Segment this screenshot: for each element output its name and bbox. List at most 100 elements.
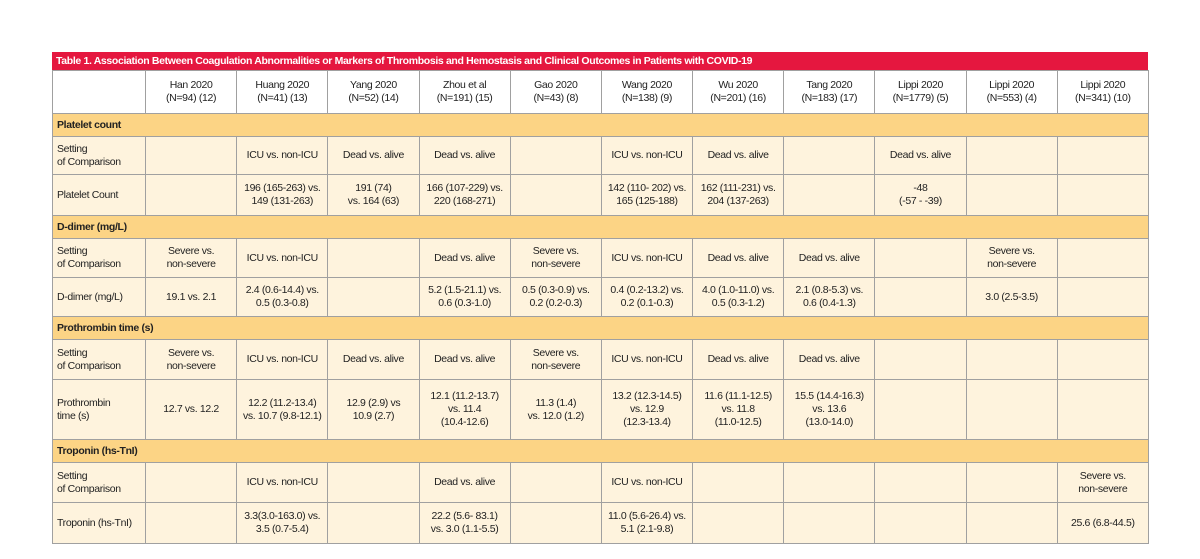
data-cell (965, 462, 1058, 503)
data-cell: 162 (111-231) vs. 204 (137-263) (692, 174, 785, 216)
data-cell: Dead vs. alive (874, 136, 967, 175)
data-cell (509, 462, 602, 503)
row-label: Platelet Count (52, 174, 146, 216)
data-cell (1056, 174, 1149, 216)
data-cell: 25.6 (6.8-44.5) (1056, 502, 1149, 544)
data-cell: ICU vs. non-ICU (600, 136, 694, 175)
data-cell: Severe vs. non-severe (1056, 462, 1149, 503)
data-row: Setting of Comparison Severe vs. non-seve… (52, 339, 1149, 380)
data-cell: 19.1 vs. 2.1 (144, 277, 238, 317)
data-row: D-dimer (mg/L) 19.1 vs. 2.1 2.4 (0.6-14.4)… (52, 277, 1149, 317)
data-cell: Dead vs. alive (692, 339, 785, 380)
data-cell: Dead vs. alive (418, 339, 511, 380)
data-row: Prothrombin time (s) 12.7 vs. 12.2 12.2 (1… (52, 379, 1149, 440)
row-label: Setting of Comparison (52, 238, 146, 278)
data-cell (965, 339, 1058, 380)
data-cell: 142 (110- 202) vs. 165 (125-188) (600, 174, 694, 216)
data-row: Troponin (hs-TnI) 3.3(3.0-163.0) vs. 3.5 … (52, 502, 1149, 544)
data-cell: 196 (165-263) vs. 149 (131-263) (236, 174, 329, 216)
data-cell: ICU vs. non-ICU (600, 462, 694, 503)
data-cell: Dead vs. alive (692, 238, 785, 278)
data-cell: ICU vs. non-ICU (236, 462, 329, 503)
data-cell: Dead vs. alive (418, 462, 511, 503)
data-cell (965, 136, 1058, 175)
column-header: Wang 2020 (N=138) (9) (600, 70, 694, 114)
data-cell (509, 136, 602, 175)
data-cell (1056, 339, 1149, 380)
data-cell: 166 (107-229) vs. 220 (168-271) (418, 174, 511, 216)
data-row: Setting of Comparison Severe vs. non-seve… (52, 238, 1149, 278)
data-cell (327, 277, 420, 317)
data-cell: Severe vs. non-severe (965, 238, 1058, 278)
data-cell: Dead vs. alive (692, 136, 785, 175)
data-cell: 11.3 (1.4) vs. 12.0 (1.2) (509, 379, 602, 440)
data-cell: ICU vs. non-ICU (600, 238, 694, 278)
data-cell: 12.7 vs. 12.2 (144, 379, 238, 440)
data-cell: 15.5 (14.4-16.3) vs. 13.6 (13.0-14.0) (783, 379, 876, 440)
data-cell (965, 502, 1058, 544)
data-cell (509, 502, 602, 544)
header-cell-blank (52, 70, 146, 114)
column-header: Lippi 2020 (N=341) (10) (1056, 70, 1149, 114)
data-cell: Dead vs. alive (418, 136, 511, 175)
column-header: Zhou et al (N=191) (15) (418, 70, 511, 114)
data-cell (327, 502, 420, 544)
data-cell (783, 462, 876, 503)
data-cell: 12.2 (11.2-13.4) vs. 10.7 (9.8-12.1) (236, 379, 329, 440)
column-header: Yang 2020 (N=52) (14) (327, 70, 420, 114)
row-label: Setting of Comparison (52, 462, 146, 503)
data-cell: 13.2 (12.3-14.5) vs. 12.9 (12.3-13.4) (600, 379, 694, 440)
table-card: Table 1. Association Between Coagulation… (52, 52, 1149, 544)
data-cell: Dead vs. alive (327, 339, 420, 380)
data-cell: 11.6 (11.1-12.5) vs. 11.8 (11.0-12.5) (692, 379, 785, 440)
data-cell: 2.1 (0.8-5.3) vs. 0.6 (0.4-1.3) (783, 277, 876, 317)
data-cell: Dead vs. alive (327, 136, 420, 175)
data-cell (509, 174, 602, 216)
row-label: Setting of Comparison (52, 136, 146, 175)
data-cell: ICU vs. non-ICU (236, 136, 329, 175)
data-cell (1056, 379, 1149, 440)
data-cell (874, 379, 967, 440)
section-title: Prothrombin time (s) (52, 316, 1149, 340)
data-cell: 3.0 (2.5-3.5) (965, 277, 1058, 317)
data-cell: ICU vs. non-ICU (600, 339, 694, 380)
data-cell: 5.2 (1.5-21.1) vs. 0.6 (0.3-1.0) (418, 277, 511, 317)
data-row: Platelet Count 196 (165-263) vs. 149 (131… (52, 174, 1149, 216)
data-cell: 191 (74) vs. 164 (63) (327, 174, 420, 216)
data-cell: Dead vs. alive (783, 238, 876, 278)
section-row: D-dimer (mg/L) (52, 215, 1149, 239)
column-header: Huang 2020 (N=41) (13) (236, 70, 329, 114)
row-label: D-dimer (mg/L) (52, 277, 146, 317)
section-title: D-dimer (mg/L) (52, 215, 1149, 239)
data-row: Setting of Comparison ICU vs. non-ICU Dead… (52, 462, 1149, 503)
data-cell (874, 339, 967, 380)
data-cell: Severe vs. non-severe (509, 238, 602, 278)
data-cell (783, 174, 876, 216)
data-cell (783, 502, 876, 544)
column-header: Gao 2020 (N=43) (8) (509, 70, 602, 114)
data-cell (783, 136, 876, 175)
column-header: Lippi 2020 (N=1779) (5) (874, 70, 967, 114)
data-cell (965, 379, 1058, 440)
section-row: Troponin (hs-TnI) (52, 439, 1149, 463)
data-cell (1056, 136, 1149, 175)
data-cell (874, 462, 967, 503)
data-cell (874, 277, 967, 317)
section-title: Troponin (hs-TnI) (52, 439, 1149, 463)
data-cell (692, 502, 785, 544)
data-cell (965, 174, 1058, 216)
data-cell (144, 462, 238, 503)
section-row: Prothrombin time (s) (52, 316, 1149, 340)
data-cell: -48 (-57 - -39) (874, 174, 967, 216)
section-row: Platelet count (52, 113, 1149, 137)
column-header: Lippi 2020 (N=553) (4) (965, 70, 1058, 114)
row-label: Troponin (hs-TnI) (52, 502, 146, 544)
column-header: Tang 2020 (N=183) (17) (783, 70, 876, 114)
column-header: Han 2020 (N=94) (12) (144, 70, 238, 114)
data-cell: Dead vs. alive (418, 238, 511, 278)
header-row: Han 2020 (N=94) (12) Huang 2020 (N=41) (1… (52, 70, 1149, 114)
data-cell: Severe vs. non-severe (144, 238, 238, 278)
data-cell (144, 174, 238, 216)
data-cell (1056, 238, 1149, 278)
